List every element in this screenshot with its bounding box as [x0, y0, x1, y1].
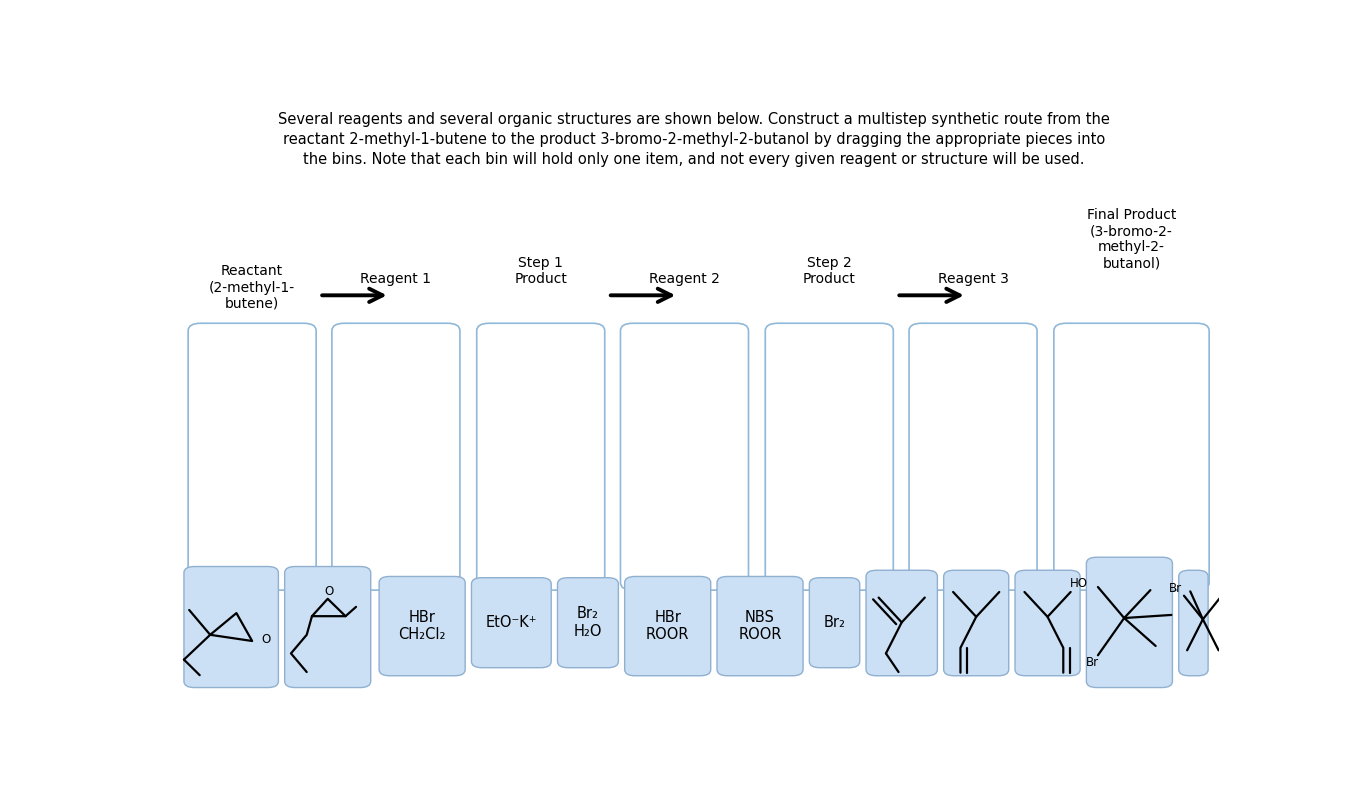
FancyBboxPatch shape [944, 571, 1009, 675]
FancyBboxPatch shape [1086, 557, 1173, 688]
Text: HO: HO [1070, 577, 1087, 591]
FancyBboxPatch shape [332, 323, 460, 590]
Text: Step 1
Product: Step 1 Product [515, 256, 567, 286]
Text: NBS
ROOR: NBS ROOR [738, 610, 781, 642]
Text: Br: Br [1086, 656, 1099, 669]
FancyBboxPatch shape [1179, 571, 1208, 675]
FancyBboxPatch shape [284, 567, 371, 688]
Text: HBr
ROOR: HBr ROOR [646, 610, 689, 642]
Text: O: O [261, 634, 271, 646]
Text: Br: Br [1169, 582, 1182, 595]
FancyBboxPatch shape [184, 567, 279, 688]
Text: Reagent 2: Reagent 2 [649, 272, 720, 286]
FancyBboxPatch shape [188, 323, 317, 590]
Text: O: O [324, 585, 333, 598]
Text: Reagent 3: Reagent 3 [937, 272, 1009, 286]
Text: Final Product
(3-bromo-2-
methyl-2-
butanol): Final Product (3-bromo-2- methyl-2- buta… [1087, 208, 1177, 271]
FancyBboxPatch shape [1016, 571, 1080, 675]
FancyBboxPatch shape [477, 323, 605, 590]
FancyBboxPatch shape [909, 323, 1037, 590]
FancyBboxPatch shape [558, 578, 619, 667]
Text: Br₂: Br₂ [823, 615, 845, 630]
Text: Step 2
Product: Step 2 Product [803, 256, 856, 286]
FancyBboxPatch shape [624, 576, 711, 675]
FancyBboxPatch shape [718, 576, 803, 675]
FancyBboxPatch shape [765, 323, 894, 590]
FancyBboxPatch shape [620, 323, 749, 590]
FancyBboxPatch shape [810, 578, 860, 667]
Text: HBr
CH₂Cl₂: HBr CH₂Cl₂ [398, 610, 445, 642]
Text: Reagent 1: Reagent 1 [360, 272, 432, 286]
FancyBboxPatch shape [471, 578, 551, 667]
FancyBboxPatch shape [1053, 323, 1209, 590]
Text: Br₂
H₂O: Br₂ H₂O [574, 606, 603, 639]
FancyBboxPatch shape [867, 571, 937, 675]
Text: Reactant
(2-methyl-1-
butene): Reactant (2-methyl-1- butene) [209, 264, 295, 311]
Text: Several reagents and several organic structures are shown below. Construct a mul: Several reagents and several organic str… [278, 112, 1110, 167]
Text: EtO⁻K⁺: EtO⁻K⁺ [486, 615, 538, 630]
FancyBboxPatch shape [379, 576, 466, 675]
